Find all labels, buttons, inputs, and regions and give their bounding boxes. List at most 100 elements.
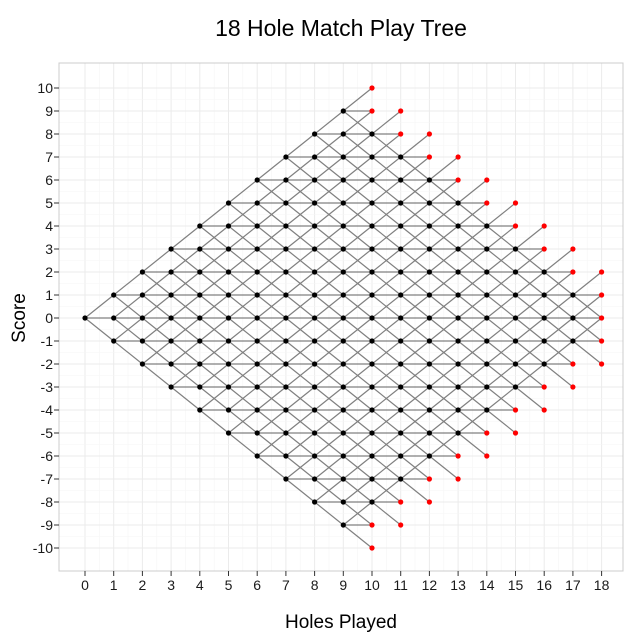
tree-edge <box>515 294 545 319</box>
tree-node <box>570 292 576 298</box>
tree-edge <box>314 179 344 204</box>
tree-node <box>168 384 174 390</box>
tree-edge <box>429 294 459 319</box>
terminal-node <box>570 384 576 390</box>
tree-node <box>225 292 232 298</box>
tree-node <box>570 338 576 344</box>
tree-node <box>283 453 289 459</box>
tree-edge <box>429 156 459 181</box>
tree-edge <box>256 225 287 250</box>
tree-node <box>426 269 432 275</box>
tree-node <box>484 315 490 321</box>
tree-edge <box>371 248 402 273</box>
tree-edge <box>256 271 287 296</box>
tree-edge <box>342 133 373 158</box>
tree-node <box>340 108 346 114</box>
tree-edge <box>400 455 430 480</box>
tree-node <box>369 361 375 367</box>
tree-node <box>168 338 174 344</box>
y-tick-label: -4 <box>41 402 54 418</box>
x-tick-label: 7 <box>282 577 290 593</box>
tree-edge <box>371 455 402 480</box>
tree-node <box>340 430 346 436</box>
tree-edge <box>256 317 287 342</box>
tree-node <box>398 154 404 160</box>
x-tick-label: 9 <box>339 577 347 593</box>
tree-edge <box>256 202 287 227</box>
tree-edge <box>371 478 402 503</box>
tree-edge <box>371 501 402 526</box>
tree-node <box>398 315 404 321</box>
tree-node <box>340 407 346 413</box>
tree-node <box>225 315 232 321</box>
tree-edge <box>256 386 287 411</box>
tree-node <box>340 246 346 252</box>
tree-edge <box>342 271 373 296</box>
y-tick-label: 8 <box>45 126 53 142</box>
tree-edge <box>256 432 287 457</box>
tree-edge <box>170 225 201 250</box>
tree-edge <box>199 363 229 388</box>
tree-edge <box>429 248 459 273</box>
terminal-node <box>512 223 519 229</box>
tree-edge <box>199 317 229 342</box>
terminal-node <box>426 131 432 137</box>
tree-edge <box>113 271 143 296</box>
tree-edge <box>400 294 430 319</box>
tree-edge <box>256 363 287 388</box>
tree-node <box>512 292 519 298</box>
tree-edge <box>285 455 315 480</box>
tree-edge <box>371 409 402 434</box>
tree-edge <box>342 225 373 250</box>
tree-edge <box>572 271 602 296</box>
terminal-node <box>426 154 432 160</box>
tree-node <box>484 407 490 413</box>
terminal-node <box>484 177 490 183</box>
terminal-node <box>484 453 490 459</box>
terminal-node <box>512 430 519 436</box>
tree-edge <box>371 179 402 204</box>
tree-edge <box>429 271 459 296</box>
terminal-node <box>455 476 461 482</box>
edges <box>84 87 602 549</box>
tree-edge <box>457 363 488 388</box>
tree-edge <box>371 133 402 158</box>
tree-edge <box>429 409 459 434</box>
tree-node <box>426 177 432 183</box>
tree-edge <box>371 432 402 457</box>
tree-node <box>139 269 145 275</box>
tree-edge <box>515 363 545 388</box>
tree-node <box>369 246 375 252</box>
tree-edge <box>515 386 545 411</box>
tree-node <box>254 384 260 390</box>
tree-edge <box>256 409 287 434</box>
tree-node <box>197 315 203 321</box>
tree-edge <box>342 110 373 135</box>
tree-node <box>369 315 375 321</box>
tree-node <box>340 177 346 183</box>
tree-node <box>225 269 232 275</box>
tree-edge <box>285 225 315 250</box>
y-tick-label: -5 <box>41 425 54 441</box>
tree-node <box>426 292 432 298</box>
tree-edge <box>285 478 315 503</box>
tree-edge <box>486 294 516 319</box>
tree-edge <box>228 432 258 457</box>
terminal-node <box>541 407 547 413</box>
tree-node <box>369 499 375 505</box>
tree-node <box>312 292 318 298</box>
tree-edge <box>170 248 201 273</box>
tree-edge <box>486 225 516 250</box>
terminal-node <box>570 246 576 252</box>
tree-node <box>254 223 260 229</box>
y-tick-label: -3 <box>41 379 54 395</box>
tree-edge <box>457 294 488 319</box>
tree-node <box>312 361 318 367</box>
tree-node <box>168 269 174 275</box>
terminal-node <box>512 200 519 206</box>
tree-edge <box>84 294 115 319</box>
tree-node <box>111 338 117 344</box>
tree-edge <box>342 432 373 457</box>
tree-edge <box>256 179 287 204</box>
tree-node <box>254 453 260 459</box>
